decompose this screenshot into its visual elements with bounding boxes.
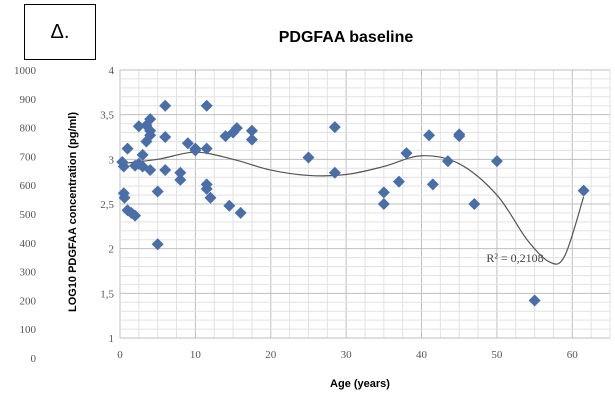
secondary-y-tick-label: 500 [20, 209, 37, 221]
x-tick-label: 10 [190, 349, 202, 361]
data-points [116, 99, 590, 307]
y-tick-label: 2 [109, 244, 115, 256]
data-point [245, 133, 258, 146]
data-point [223, 199, 236, 212]
data-point [328, 166, 341, 179]
data-point [468, 198, 481, 210]
secondary-y-tick-label: 300 [20, 267, 37, 279]
secondary-y-tick-label: 200 [20, 295, 37, 307]
x-tick-label: 40 [416, 349, 428, 361]
data-point [144, 164, 157, 177]
data-point [189, 144, 202, 157]
data-point [245, 124, 258, 137]
secondary-y-axis-ticks: 0 100 200 300 400 500 600 700 800 900 1000 [14, 65, 37, 365]
x-tick-label: 30 [341, 349, 353, 361]
x-tick-label: 60 [567, 349, 579, 361]
x-tick-label: 20 [265, 349, 277, 361]
secondary-y-tick-label: 800 [20, 123, 37, 135]
secondary-y-tick-label: 900 [20, 94, 37, 106]
data-point [121, 142, 134, 155]
chart-title: PDGFAA baseline [279, 29, 414, 46]
data-point [577, 184, 590, 197]
x-axis-label: Age (years) [330, 378, 390, 390]
grid-lines [119, 69, 611, 339]
data-point [174, 166, 187, 179]
data-point [151, 238, 164, 251]
y-tick-label: 2,5 [100, 199, 114, 211]
secondary-y-tick-label: 600 [20, 180, 37, 192]
data-point [129, 209, 142, 222]
data-point [144, 129, 157, 142]
data-point [528, 294, 541, 307]
trendline [119, 151, 585, 265]
data-point [377, 186, 390, 199]
data-point [453, 130, 466, 143]
data-point [426, 178, 439, 191]
data-point [121, 204, 134, 217]
y-tick-label: 3,5 [100, 110, 114, 122]
data-point [392, 175, 405, 188]
data-point [159, 99, 172, 112]
data-point [159, 164, 172, 177]
x-tick-label: 50 [491, 349, 503, 361]
data-point [230, 122, 243, 135]
data-point [200, 142, 213, 155]
secondary-y-tick-label: 400 [20, 238, 37, 250]
data-point [490, 155, 503, 168]
data-point [200, 182, 213, 195]
data-point [377, 198, 390, 210]
data-point [302, 151, 315, 164]
y-axis-label: LOG10 PDGFAA concentration (pg/ml) [67, 112, 79, 312]
secondary-y-tick-label: 1000 [14, 65, 37, 77]
data-point [174, 173, 187, 186]
data-point [117, 160, 130, 173]
y-tick-label: 4 [109, 65, 115, 77]
data-point [144, 113, 157, 126]
y-axis-ticks: 1 1,5 2 2,5 3 3,5 4 [100, 65, 114, 345]
data-point [204, 191, 217, 204]
r-squared-label: R² = 0,2108 [486, 251, 543, 265]
data-point [159, 131, 172, 143]
data-point [423, 129, 436, 142]
data-point [181, 137, 194, 150]
data-point [400, 147, 413, 160]
data-point [118, 191, 131, 204]
data-point [200, 99, 213, 112]
data-point [328, 121, 341, 134]
panel-label: Δ. [24, 4, 96, 60]
y-tick-label: 1,5 [100, 288, 114, 300]
secondary-y-tick-label: 100 [20, 324, 37, 336]
secondary-y-tick-label: 700 [20, 151, 37, 163]
secondary-y-tick-label: 0 [31, 353, 37, 365]
data-point [136, 148, 149, 161]
x-tick-label: 0 [117, 349, 123, 361]
data-point [151, 185, 164, 198]
x-axis-ticks: 0 10 20 30 40 50 60 [117, 349, 578, 361]
y-tick-label: 3 [109, 154, 115, 166]
data-point [132, 120, 145, 133]
data-point [441, 155, 454, 168]
data-point [234, 206, 247, 219]
y-tick-label: 1 [109, 333, 115, 345]
